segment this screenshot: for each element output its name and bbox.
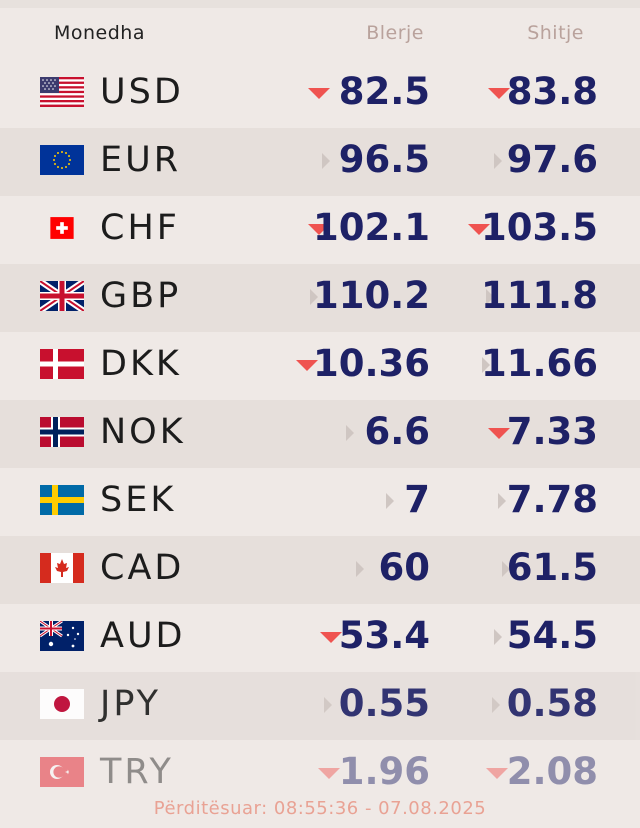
australia-flag-icon: [40, 621, 84, 651]
sell-rate: 61.5: [506, 546, 598, 589]
sell-trend-flat-icon: [486, 289, 494, 305]
sell-rate: 7.33: [506, 410, 598, 453]
table-row[interactable]: DKK 10.36 11.66: [0, 332, 640, 400]
buy-rate: 102.1: [312, 206, 430, 249]
column-header-sell: Shitje: [527, 22, 584, 44]
norway-flag-icon: [40, 417, 84, 447]
buy-rate: 53.4: [338, 614, 430, 657]
sell-trend-flat-icon: [494, 629, 502, 645]
buy-trend-down-icon: [320, 632, 342, 643]
table-row[interactable]: NOK 6.6 7.33: [0, 400, 640, 468]
buy-trend-flat-icon: [324, 697, 332, 713]
table-row[interactable]: USD 82.5 83.8: [0, 60, 640, 128]
table-row[interactable]: EUR 96.5 97.6: [0, 128, 640, 196]
buy-trend-down-icon: [296, 360, 318, 371]
table-row[interactable]: GBP 110.2 111.8: [0, 264, 640, 332]
buy-trend-flat-icon: [386, 493, 394, 509]
table-header: Monedha Blerje Shitje: [0, 8, 640, 60]
sweden-flag-icon: [40, 485, 84, 515]
buy-trend-flat-icon: [310, 289, 318, 305]
currency-code: GBP: [100, 276, 182, 316]
sell-trend-flat-icon: [492, 697, 500, 713]
buy-trend-down-icon: [308, 224, 330, 235]
buy-trend-flat-icon: [322, 153, 330, 169]
currency-code: JPY: [100, 684, 162, 724]
sell-rate: 0.58: [506, 682, 598, 725]
sell-rate: 103.5: [480, 206, 598, 249]
swiss-flag-icon: [50, 217, 74, 239]
sell-trend-down-icon: [486, 768, 508, 779]
sell-rate: 7.78: [506, 478, 598, 521]
sell-rate: 2.08: [506, 750, 598, 793]
japan-flag-icon: [40, 689, 84, 719]
sell-trend-flat-icon: [494, 153, 502, 169]
bottom-bar: [0, 822, 640, 828]
buy-rate: 82.5: [338, 70, 430, 113]
currency-code: USD: [100, 72, 184, 112]
sell-trend-flat-icon: [482, 357, 490, 373]
sell-trend-down-icon: [488, 428, 510, 439]
buy-trend-flat-icon: [356, 561, 364, 577]
turkey-flag-icon: [40, 757, 84, 787]
currency-code: NOK: [100, 412, 186, 452]
buy-trend-down-icon: [308, 88, 330, 99]
sell-trend-flat-icon: [498, 493, 506, 509]
sell-trend-down-icon: [468, 224, 490, 235]
buy-trend-flat-icon: [346, 425, 354, 441]
sell-trend-down-icon: [488, 88, 510, 99]
buy-trend-down-icon: [318, 768, 340, 779]
canada-flag-icon: [40, 553, 84, 583]
buy-rate: 10.36: [312, 342, 430, 385]
buy-rate: 6.6: [364, 410, 430, 453]
buy-rate: 1.96: [338, 750, 430, 793]
currency-code: SEK: [100, 480, 177, 520]
top-bar: [0, 0, 640, 8]
table-row[interactable]: JPY 0.55 0.58: [0, 672, 640, 740]
sell-rate: 97.6: [506, 138, 598, 181]
sell-rate: 54.5: [506, 614, 598, 657]
last-updated-label: Përditësuar: 08:55:36 - 07.08.2025: [153, 798, 487, 819]
currency-code: CAD: [100, 548, 185, 588]
rates-list: USD 82.5 83.8 EUR 96.5 97.6 CHF 102.1: [0, 60, 640, 808]
table-row[interactable]: AUD 53.4 54.5: [0, 604, 640, 672]
table-row[interactable]: SEK 7 7.78: [0, 468, 640, 536]
currency-code: DKK: [100, 344, 182, 384]
buy-rate: 110.2: [312, 274, 430, 317]
table-row[interactable]: CHF 102.1 103.5: [0, 196, 640, 264]
currency-code: EUR: [100, 140, 182, 180]
denmark-flag-icon: [40, 349, 84, 379]
sell-rate: 83.8: [506, 70, 598, 113]
column-header-buy: Blerje: [366, 22, 424, 44]
uk-flag-icon: [40, 281, 84, 311]
sell-trend-flat-icon: [502, 561, 510, 577]
eu-flag-icon: [40, 145, 84, 175]
sell-rate: 111.8: [480, 274, 598, 317]
usa-flag-icon: [40, 77, 84, 107]
table-row[interactable]: CAD 60 61.5: [0, 536, 640, 604]
sell-rate: 11.66: [480, 342, 598, 385]
currency-code: CHF: [100, 208, 180, 248]
currency-code: AUD: [100, 616, 186, 656]
buy-rate: 7: [404, 478, 430, 521]
buy-rate: 60: [378, 546, 431, 589]
table-row[interactable]: TRY 1.96 2.08: [0, 740, 640, 808]
column-header-currency: Monedha: [54, 22, 145, 44]
buy-rate: 96.5: [338, 138, 430, 181]
buy-rate: 0.55: [338, 682, 430, 725]
currency-code: TRY: [100, 752, 174, 792]
